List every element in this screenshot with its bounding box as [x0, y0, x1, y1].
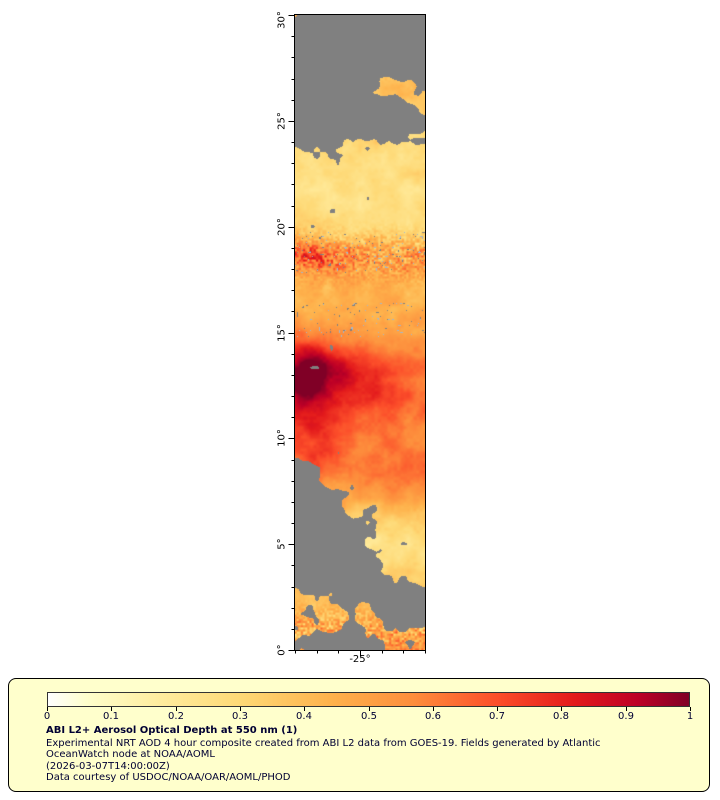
colorbar-label-0: 0	[43, 711, 51, 722]
colorbar-label-0-7: 0.7	[489, 711, 505, 722]
legend-title: ABI L2+ Aerosol Optical Depth at 550 nm …	[46, 725, 298, 736]
colorbar-label-0-9: 0.9	[618, 711, 634, 722]
lat-tick-label-10: 10°	[276, 429, 288, 447]
legend-timestamp: (2026-03-07T14:00:00Z)	[46, 760, 170, 772]
colorbar-label-0-5: 0.5	[361, 711, 377, 722]
legend-text-block: ABI L2+ Aerosol Optical Depth at 550 nm …	[46, 725, 601, 784]
aod-map-canvas	[295, 15, 425, 650]
legend-description-line-1: Experimental NRT AOD 4 hour composite cr…	[46, 737, 601, 749]
colorbar-tick-mark	[304, 707, 306, 711]
colorbar-tick-mark	[432, 707, 434, 711]
colorbar-tick-mark	[175, 707, 177, 711]
colorbar-label-0-8: 0.8	[553, 711, 569, 722]
lon-tick-label: -25°	[349, 654, 371, 665]
map-panel: 0° 5° 10° 15° 20° 25° 30° -25°	[276, 11, 426, 665]
lat-tick-label-30: 30°	[276, 11, 288, 29]
colorbar-label-0-6: 0.6	[425, 711, 441, 722]
colorbar-tick-mark	[368, 707, 370, 711]
colorbar-label-0-1: 0.1	[103, 711, 119, 722]
colorbar-label-0-2: 0.2	[168, 711, 184, 722]
legend-box: 0 0.1 0.2 0.3 0.4 0.5 0.6 0.7 0.8 0.9 1 …	[8, 678, 710, 792]
legend-description-line-2: OceanWatch node at NOAA/AOML	[46, 749, 215, 760]
colorbar-tick-mark	[111, 707, 113, 711]
lat-tick-label-5: 5°	[276, 538, 288, 550]
lat-tick-label-15: 15°	[276, 324, 288, 342]
lat-tick-label-0: 0°	[276, 644, 288, 656]
colorbar-label-0-3: 0.3	[232, 711, 248, 722]
colorbar-label-1: 1	[686, 711, 694, 722]
lat-tick-label-20: 20°	[276, 218, 288, 236]
colorbar-gradient	[47, 692, 690, 707]
colorbar-label-0-4: 0.4	[296, 711, 312, 722]
lat-tick-label-25: 25°	[276, 112, 288, 130]
map-axes	[288, 14, 426, 657]
colorbar-tick-mark	[625, 707, 627, 711]
colorbar-tick-mark	[497, 707, 499, 711]
colorbar-tick-mark	[47, 707, 48, 711]
colorbar-tick-mark	[690, 707, 691, 711]
legend-credit: Data courtesy of USDOC/NOAA/OAR/AOML/PHO…	[46, 772, 291, 783]
colorbar-tick-mark	[239, 707, 241, 711]
colorbar-tick-mark	[561, 707, 563, 711]
